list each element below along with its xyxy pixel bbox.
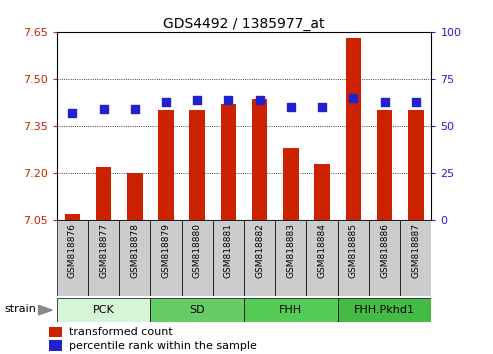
Bar xyxy=(189,110,205,220)
Bar xyxy=(57,220,88,296)
Bar xyxy=(96,167,111,220)
Point xyxy=(69,110,76,116)
Text: GSM818876: GSM818876 xyxy=(68,223,77,278)
Bar xyxy=(275,220,307,296)
Text: transformed count: transformed count xyxy=(69,327,173,337)
Point xyxy=(350,95,357,101)
Text: FHH.Pkhd1: FHH.Pkhd1 xyxy=(354,305,415,315)
Bar xyxy=(158,110,174,220)
Point xyxy=(100,106,107,112)
Point xyxy=(412,99,420,104)
Point xyxy=(162,99,170,104)
Text: PCK: PCK xyxy=(93,305,114,315)
Bar xyxy=(65,214,80,220)
Bar xyxy=(213,220,244,296)
Bar xyxy=(49,327,62,337)
Text: GSM818883: GSM818883 xyxy=(286,223,295,278)
Bar xyxy=(221,104,236,220)
Bar xyxy=(315,164,330,220)
Point xyxy=(287,104,295,110)
Bar xyxy=(49,341,62,351)
Point xyxy=(381,99,388,104)
Text: strain: strain xyxy=(4,304,36,314)
Bar xyxy=(377,110,392,220)
Bar xyxy=(338,298,431,322)
Text: SD: SD xyxy=(189,305,205,315)
Text: GSM818879: GSM818879 xyxy=(162,223,171,278)
Bar xyxy=(88,220,119,296)
Polygon shape xyxy=(38,305,52,315)
Bar xyxy=(338,220,369,296)
Text: GSM818881: GSM818881 xyxy=(224,223,233,278)
Text: FHH: FHH xyxy=(280,305,302,315)
Text: GSM818886: GSM818886 xyxy=(380,223,389,278)
Point xyxy=(256,97,264,103)
Text: GSM818882: GSM818882 xyxy=(255,223,264,278)
Bar xyxy=(57,298,150,322)
Text: GSM818880: GSM818880 xyxy=(193,223,202,278)
Point xyxy=(224,97,232,103)
Bar xyxy=(244,298,338,322)
Point xyxy=(131,106,139,112)
Bar xyxy=(369,220,400,296)
Bar xyxy=(119,220,150,296)
Bar xyxy=(150,298,244,322)
Text: GSM818885: GSM818885 xyxy=(349,223,358,278)
Text: GSM818878: GSM818878 xyxy=(130,223,139,278)
Point xyxy=(193,97,201,103)
Text: GSM818887: GSM818887 xyxy=(411,223,420,278)
Text: GSM818884: GSM818884 xyxy=(317,223,326,278)
Bar xyxy=(283,148,299,220)
Text: GSM818877: GSM818877 xyxy=(99,223,108,278)
Bar xyxy=(400,220,431,296)
Bar xyxy=(244,220,275,296)
Point xyxy=(318,104,326,110)
Title: GDS4492 / 1385977_at: GDS4492 / 1385977_at xyxy=(163,17,325,31)
Bar xyxy=(127,173,142,220)
Bar xyxy=(181,220,213,296)
Bar xyxy=(307,220,338,296)
Text: percentile rank within the sample: percentile rank within the sample xyxy=(69,341,257,351)
Bar xyxy=(408,110,423,220)
Bar xyxy=(346,38,361,220)
Bar xyxy=(252,99,267,220)
Bar xyxy=(150,220,181,296)
